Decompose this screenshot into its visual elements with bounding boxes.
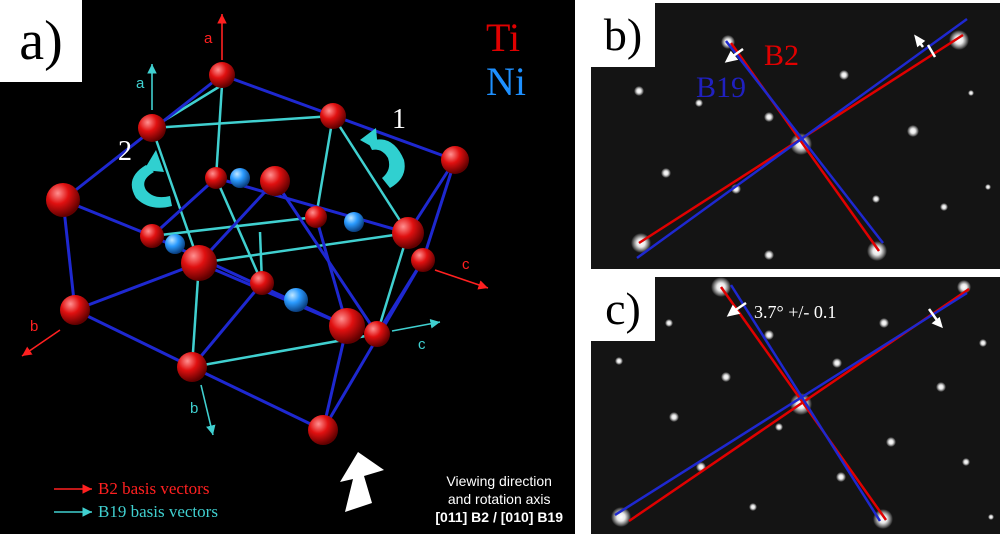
rotation-label-2: 2 (118, 136, 132, 167)
viewing-direction-arrow (340, 452, 384, 512)
crystal-structure-diagram (21, 14, 489, 517)
shift-arrows-c (726, 301, 943, 329)
ni-atoms (165, 168, 364, 312)
viewing-line-3: [011] B2 / [010] B19 (435, 509, 563, 525)
rotation-label-1: 1 (392, 104, 406, 135)
b2-lines-b (638, 33, 964, 252)
viewing-direction-caption: Viewing direction and rotation axis [011… (435, 472, 563, 526)
rotation-arrow-2 (131, 150, 172, 208)
diffraction-panel-b: b) B2 B19 (591, 3, 1000, 269)
b2-axis-c-label: c (462, 256, 470, 273)
b2-axis-a-label: a (204, 30, 213, 47)
shift-arrows-b (724, 34, 937, 63)
ti-atoms (46, 62, 469, 445)
panel-label-c: c) (591, 277, 655, 341)
b19-axis-a-label: a (136, 75, 145, 92)
b19-axis-b-label: b (190, 400, 199, 417)
crystal-structure-panel: a) Ti Ni a c b a c b 1 2 B2 basis vector… (0, 0, 575, 534)
b2-vectors-legend: B2 basis vectors (98, 479, 210, 498)
ni-legend: Ni (486, 59, 526, 104)
panel-label-a: a) (0, 0, 82, 82)
b2-axis-b-label: b (30, 318, 39, 335)
viewing-line-2: and rotation axis (447, 491, 551, 507)
diffraction-pattern-c (611, 277, 994, 529)
b19-vectors-legend: B19 basis vectors (98, 502, 218, 521)
element-legend: Ti Ni (486, 16, 526, 104)
b19-label: B19 (696, 71, 747, 104)
rotation-arrow-1 (360, 128, 405, 188)
b19-lines-b (636, 17, 968, 260)
diffraction-panel-c: c) 3.7° +/- 0.1 (591, 277, 1000, 534)
b2-label: B2 (764, 39, 800, 72)
b19-lines-c (614, 284, 968, 522)
b19-axes (147, 63, 441, 436)
panel-label-b: b) (591, 3, 655, 67)
viewing-line-1: Viewing direction (446, 473, 552, 489)
b19-axis-c-label: c (418, 336, 426, 353)
b2-axes (21, 14, 489, 357)
ti-legend: Ti (486, 15, 521, 60)
angle-annotation: 3.7° +/- 0.1 (754, 302, 837, 322)
